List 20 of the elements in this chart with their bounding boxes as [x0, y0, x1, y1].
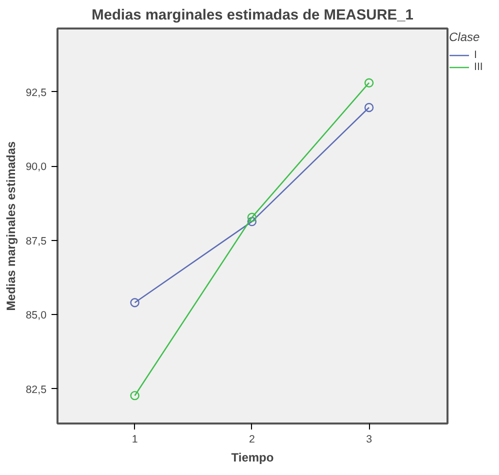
x-axis-title: Tiempo [231, 450, 274, 464]
legend-label: III [474, 61, 484, 73]
legend-title: Clase [449, 30, 481, 44]
y-axis-title: Medias marginales estimadas [4, 140, 18, 311]
y-tick-label: 85,0 [26, 310, 47, 322]
y-tick-label: 82,5 [26, 384, 47, 396]
y-tick-label: 87,5 [26, 235, 47, 248]
x-tick-label: 3 [366, 434, 372, 446]
chart-title: Medias marginales estimadas de MEASURE_1 [92, 8, 414, 24]
point [247, 216, 257, 226]
y-tick-label: 90,0 [26, 161, 47, 174]
point [130, 390, 140, 400]
x-tick-label: 2 [248, 434, 255, 446]
point [247, 212, 257, 222]
point [130, 298, 140, 308]
point [364, 78, 374, 88]
point [364, 102, 374, 112]
x-tick-label: 1 [132, 434, 138, 446]
legend-label: I [474, 49, 478, 61]
y-tick-label: 92,5 [26, 86, 47, 99]
